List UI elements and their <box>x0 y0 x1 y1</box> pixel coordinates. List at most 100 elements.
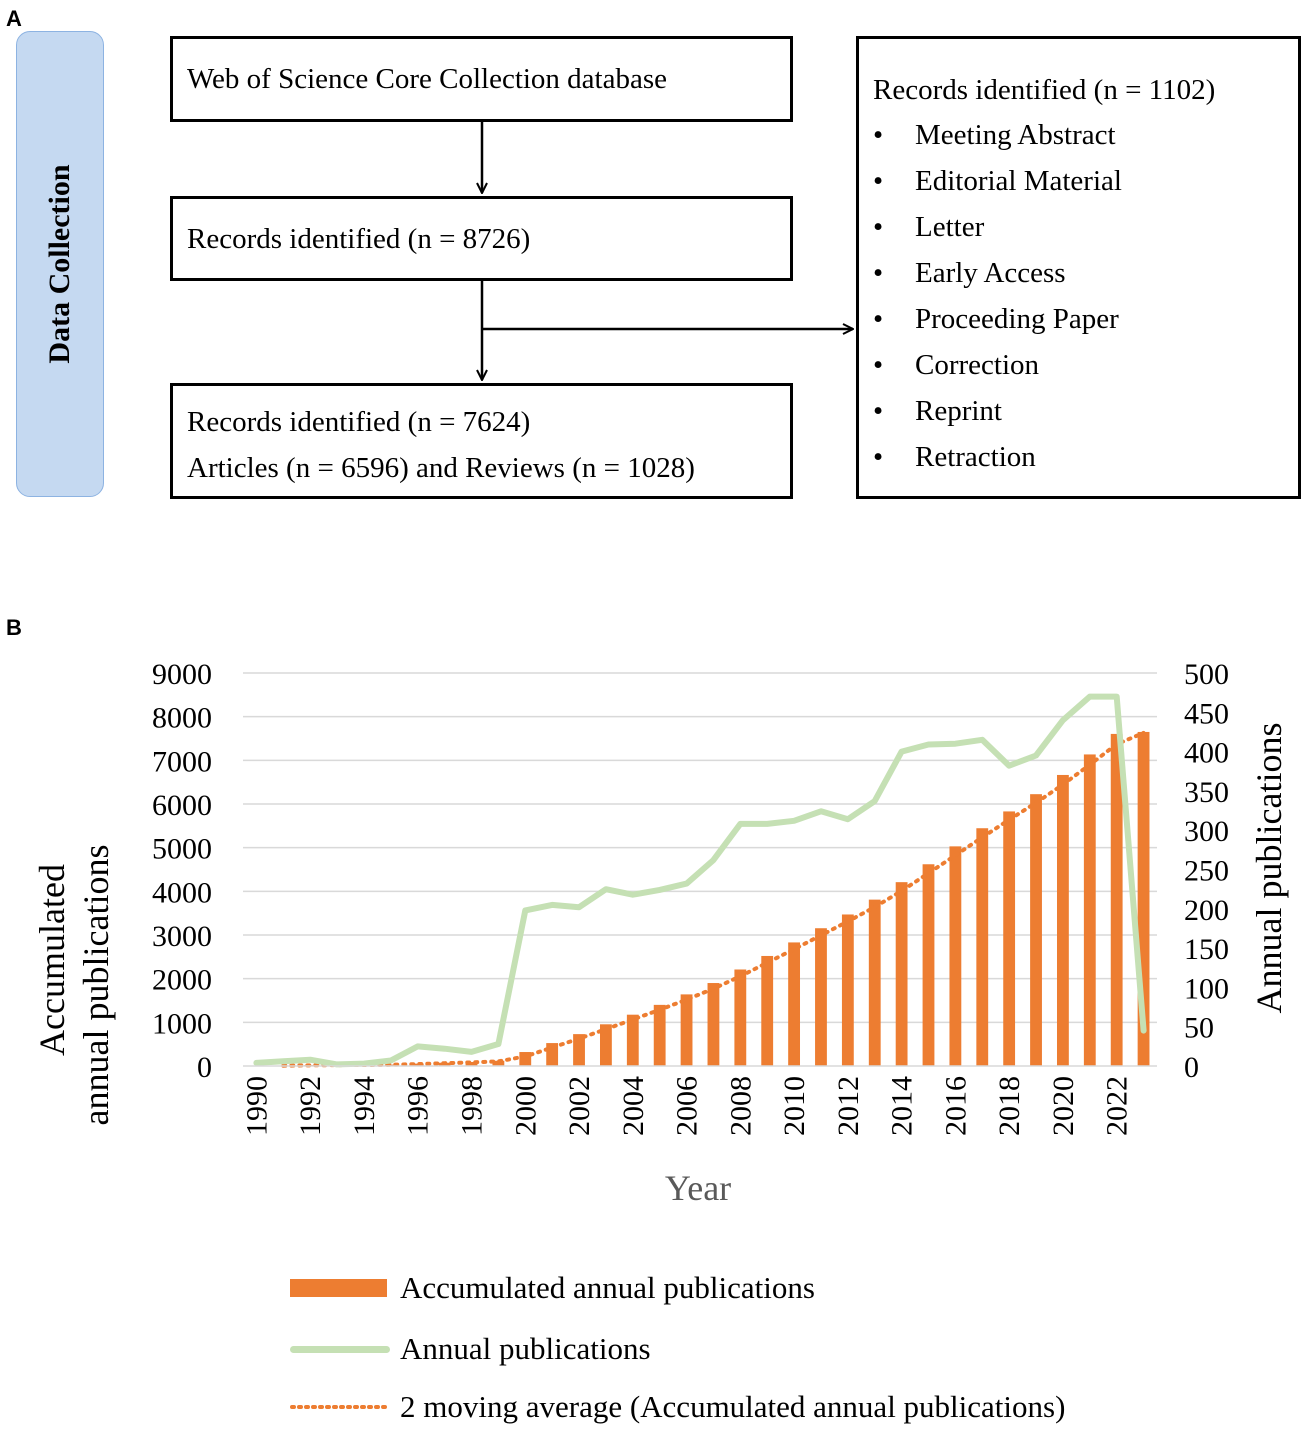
publications-chart: 0 1000 2000 3000 4000 5000 6000 7000 8000 9000 0 5… <box>32 658 1289 1208</box>
bar <box>546 1043 559 1066</box>
y-tick-label: 5000 <box>152 833 212 866</box>
bullet: • <box>873 441 884 473</box>
x-tick-label: 2022 <box>1101 1076 1134 1136</box>
y2-tick-label: 150 <box>1184 933 1229 966</box>
bar <box>492 1060 505 1066</box>
excluded-type-label: Proceeding Paper <box>915 303 1119 335</box>
bullet: • <box>873 395 884 427</box>
bar <box>815 928 827 1066</box>
y-tick-label: 8000 <box>152 702 212 735</box>
y2-tick-label: 400 <box>1184 737 1229 770</box>
y-tick-label: 9000 <box>152 658 212 691</box>
panel-b-label: B <box>6 615 22 640</box>
y2-tick-label: 250 <box>1184 855 1229 888</box>
list-item: • Retraction <box>873 441 1036 474</box>
final-records-line1: Records identified (n = 7624) <box>187 406 531 438</box>
x-tick-label: 2006 <box>671 1076 704 1136</box>
x-tick-label: 1998 <box>456 1076 489 1136</box>
x-tick-label: 2002 <box>563 1076 596 1136</box>
list-item: • Editorial Material <box>873 165 1122 198</box>
legend-label-accumulated: Accumulated annual publications <box>400 1270 815 1305</box>
bar <box>1083 754 1096 1066</box>
bar <box>761 955 774 1066</box>
y-tick-label: 7000 <box>152 745 212 778</box>
moving-average-line <box>281 730 1146 1068</box>
x-tick-label: 2004 <box>617 1076 650 1136</box>
list-item: • Proceeding Paper <box>873 303 1119 336</box>
right-axis-ticks: 0 50 100 150 200 250 300 350 400 450 500 <box>1184 658 1229 1084</box>
bar <box>573 1034 585 1066</box>
x-tick-label: 1996 <box>402 1076 435 1136</box>
bar <box>519 1052 532 1066</box>
accumulated-bars <box>250 731 1150 1066</box>
bar <box>868 899 881 1066</box>
bullet: • <box>873 257 884 289</box>
data-collection-label: Data Collection <box>16 31 104 497</box>
y2-tick-label: 350 <box>1184 776 1229 809</box>
y2-tick-label: 0 <box>1184 1051 1199 1084</box>
y-axis-title-line2: annual publications <box>76 845 116 1126</box>
x-tick-label: 2020 <box>1047 1076 1080 1136</box>
annual-publications-line <box>253 693 1147 1068</box>
y2-tick-label: 50 <box>1184 1012 1214 1045</box>
legend-bar-swatch <box>290 1279 387 1297</box>
excluded-records-title: Records identified (n = 1102) <box>873 74 1216 106</box>
y-tick-label: 2000 <box>152 964 212 997</box>
y-tick-label: 1000 <box>152 1007 212 1040</box>
bar <box>599 1024 612 1066</box>
bar <box>949 846 962 1066</box>
bullet: • <box>873 119 884 151</box>
records-identified-text: Records identified (n = 8726) <box>187 223 531 255</box>
gridlines <box>243 672 1157 1024</box>
legend-label-moving-average: 2 moving average (Accumulated annual pub… <box>400 1389 1066 1424</box>
bar <box>1056 774 1069 1066</box>
bar <box>1110 733 1123 1066</box>
list-item: • Early Access <box>873 257 1066 290</box>
x-tick-label: 1990 <box>240 1076 273 1136</box>
bullet: • <box>873 211 884 243</box>
bar <box>788 942 801 1066</box>
excluded-type-label: Retraction <box>915 441 1036 473</box>
legend-label-annual: Annual publications <box>400 1331 651 1366</box>
excluded-type-label: Meeting Abstract <box>915 119 1116 151</box>
final-records-box: Records identified (n = 7624) Articles (… <box>170 383 793 499</box>
bar <box>1137 731 1150 1066</box>
excluded-type-label: Early Access <box>915 257 1066 289</box>
bar <box>841 914 854 1066</box>
excluded-type-label: Correction <box>915 349 1040 381</box>
x-tick-label: 2018 <box>993 1076 1026 1136</box>
x-tick-label: 1992 <box>294 1076 327 1136</box>
y-tick-label: 6000 <box>152 789 212 822</box>
y2-tick-label: 100 <box>1184 972 1229 1005</box>
y-axis-title-line1: Accumulated <box>32 864 72 1056</box>
list-item: • Reprint <box>873 395 1002 428</box>
y2-axis-title: Annual publications <box>1249 723 1289 1014</box>
bar <box>1003 811 1016 1066</box>
bullet: • <box>873 165 884 197</box>
excluded-type-label: Reprint <box>915 395 1002 427</box>
bullet: • <box>873 349 884 381</box>
bar <box>976 828 989 1066</box>
x-tick-label: 2010 <box>778 1076 811 1136</box>
y2-tick-label: 500 <box>1184 658 1229 691</box>
x-tick-label: 2012 <box>832 1076 865 1136</box>
x-tick-label: 2000 <box>509 1076 542 1136</box>
bar <box>707 983 720 1066</box>
legend-dotted-swatch <box>290 1405 390 1409</box>
x-tick-label: 1994 <box>348 1076 381 1136</box>
legend-line-swatch <box>290 1346 390 1353</box>
list-item: • Correction <box>873 349 1039 382</box>
panel-a-label: A <box>6 6 22 31</box>
y2-tick-label: 450 <box>1184 697 1229 730</box>
final-records-line2: Articles (n = 6596) and Reviews (n = 102… <box>187 452 695 484</box>
left-axis-ticks: 0 1000 2000 3000 4000 5000 6000 7000 8000 9000 <box>152 658 212 1084</box>
y2-tick-label: 200 <box>1184 894 1229 927</box>
records-identified-box: Records identified (n = 8726) <box>170 196 793 281</box>
bullet: • <box>873 303 884 335</box>
bar <box>734 969 747 1066</box>
bar <box>653 1004 666 1066</box>
x-tick-label: 2016 <box>939 1076 972 1136</box>
list-item: • Meeting Abstract <box>873 119 1116 152</box>
bar <box>1030 794 1042 1066</box>
y-tick-label: 0 <box>197 1051 212 1084</box>
